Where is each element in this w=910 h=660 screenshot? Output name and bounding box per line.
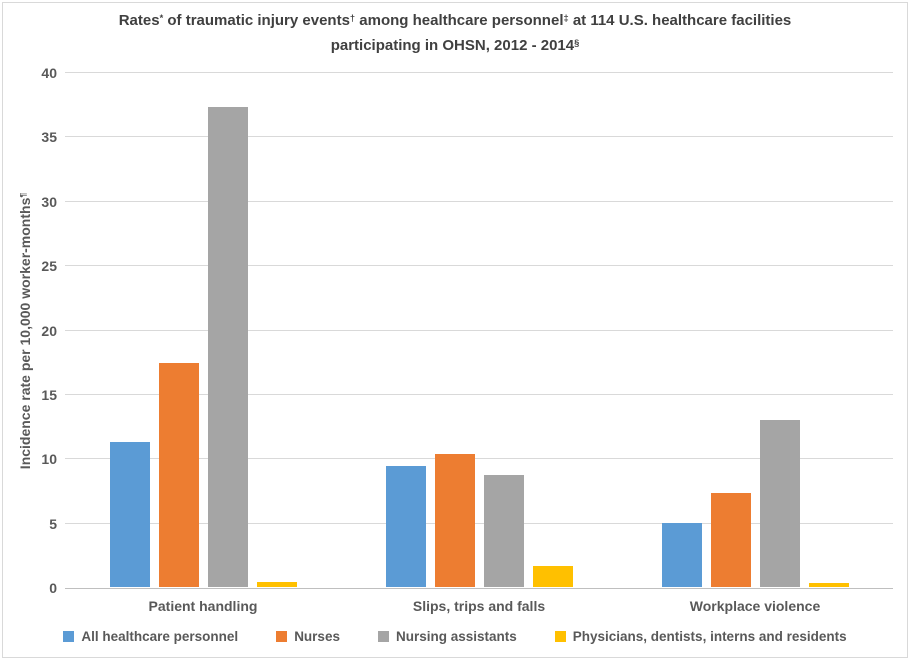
category-label: Patient handling xyxy=(148,598,258,614)
superscript-marker: * xyxy=(159,12,164,23)
category-label: Workplace violence xyxy=(689,598,821,614)
x-axis-line xyxy=(65,588,893,589)
bar-nurses xyxy=(159,363,199,587)
legend-item: Physicians, dentists, interns and reside… xyxy=(554,629,847,644)
gridline xyxy=(65,394,893,395)
bar-physicians-dentists-interns-and-residents xyxy=(809,583,849,587)
legend-item: Nurses xyxy=(276,629,340,644)
y-tick-label: 5 xyxy=(49,515,57,532)
bar-all-healthcare-personnel xyxy=(386,466,426,587)
y-tick-label: 0 xyxy=(49,580,57,596)
legend-swatch-icon xyxy=(554,631,566,642)
y-tick-label: 40 xyxy=(41,65,57,81)
bar-nursing-assistants xyxy=(760,420,800,587)
plot-area xyxy=(65,72,893,589)
bar-physicians-dentists-interns-and-residents xyxy=(257,582,297,587)
legend-swatch-icon xyxy=(63,631,75,642)
legend-label: All healthcare personnel xyxy=(81,629,239,644)
bar-nurses xyxy=(711,493,751,587)
y-tick-label: 35 xyxy=(41,129,57,146)
legend-item: Nursing assistants xyxy=(377,629,517,644)
superscript-marker: ‡ xyxy=(563,12,569,23)
gridline xyxy=(65,330,893,331)
category-label: Slips, trips and falls xyxy=(412,598,546,614)
legend-label: Nurses xyxy=(294,629,340,644)
bar-nurses xyxy=(435,454,475,587)
y-tick-label: 25 xyxy=(41,258,57,275)
gridline xyxy=(65,72,893,73)
y-tick-label: 30 xyxy=(41,193,57,210)
y-tick-label: 10 xyxy=(41,451,57,468)
gridline xyxy=(65,458,893,459)
legend-label: Nursing assistants xyxy=(395,629,517,644)
legend-swatch-icon xyxy=(276,631,288,642)
bar-all-healthcare-personnel xyxy=(110,442,150,587)
legend-label: Physicians, dentists, interns and reside… xyxy=(572,629,847,644)
legend-swatch-icon xyxy=(377,631,389,642)
y-tick-label: 15 xyxy=(41,386,57,403)
chart-title: Rates* of traumatic injury events† among… xyxy=(118,12,792,54)
superscript-marker: § xyxy=(574,37,580,48)
bar-nursing-assistants xyxy=(208,107,248,587)
superscript-marker: † xyxy=(349,12,356,23)
gridline xyxy=(65,136,893,137)
legend-item: All healthcare personnel xyxy=(63,629,238,644)
legend: All healthcare personnel Nurses Nursing as… xyxy=(0,629,910,644)
y-tick-label: 20 xyxy=(41,322,57,339)
gridline xyxy=(65,265,893,266)
bar-physicians-dentists-interns-and-residents xyxy=(533,566,573,587)
gridline xyxy=(65,201,893,202)
bar-nursing-assistants xyxy=(484,475,524,587)
gridline xyxy=(65,523,893,524)
bar-all-healthcare-personnel xyxy=(662,523,702,587)
